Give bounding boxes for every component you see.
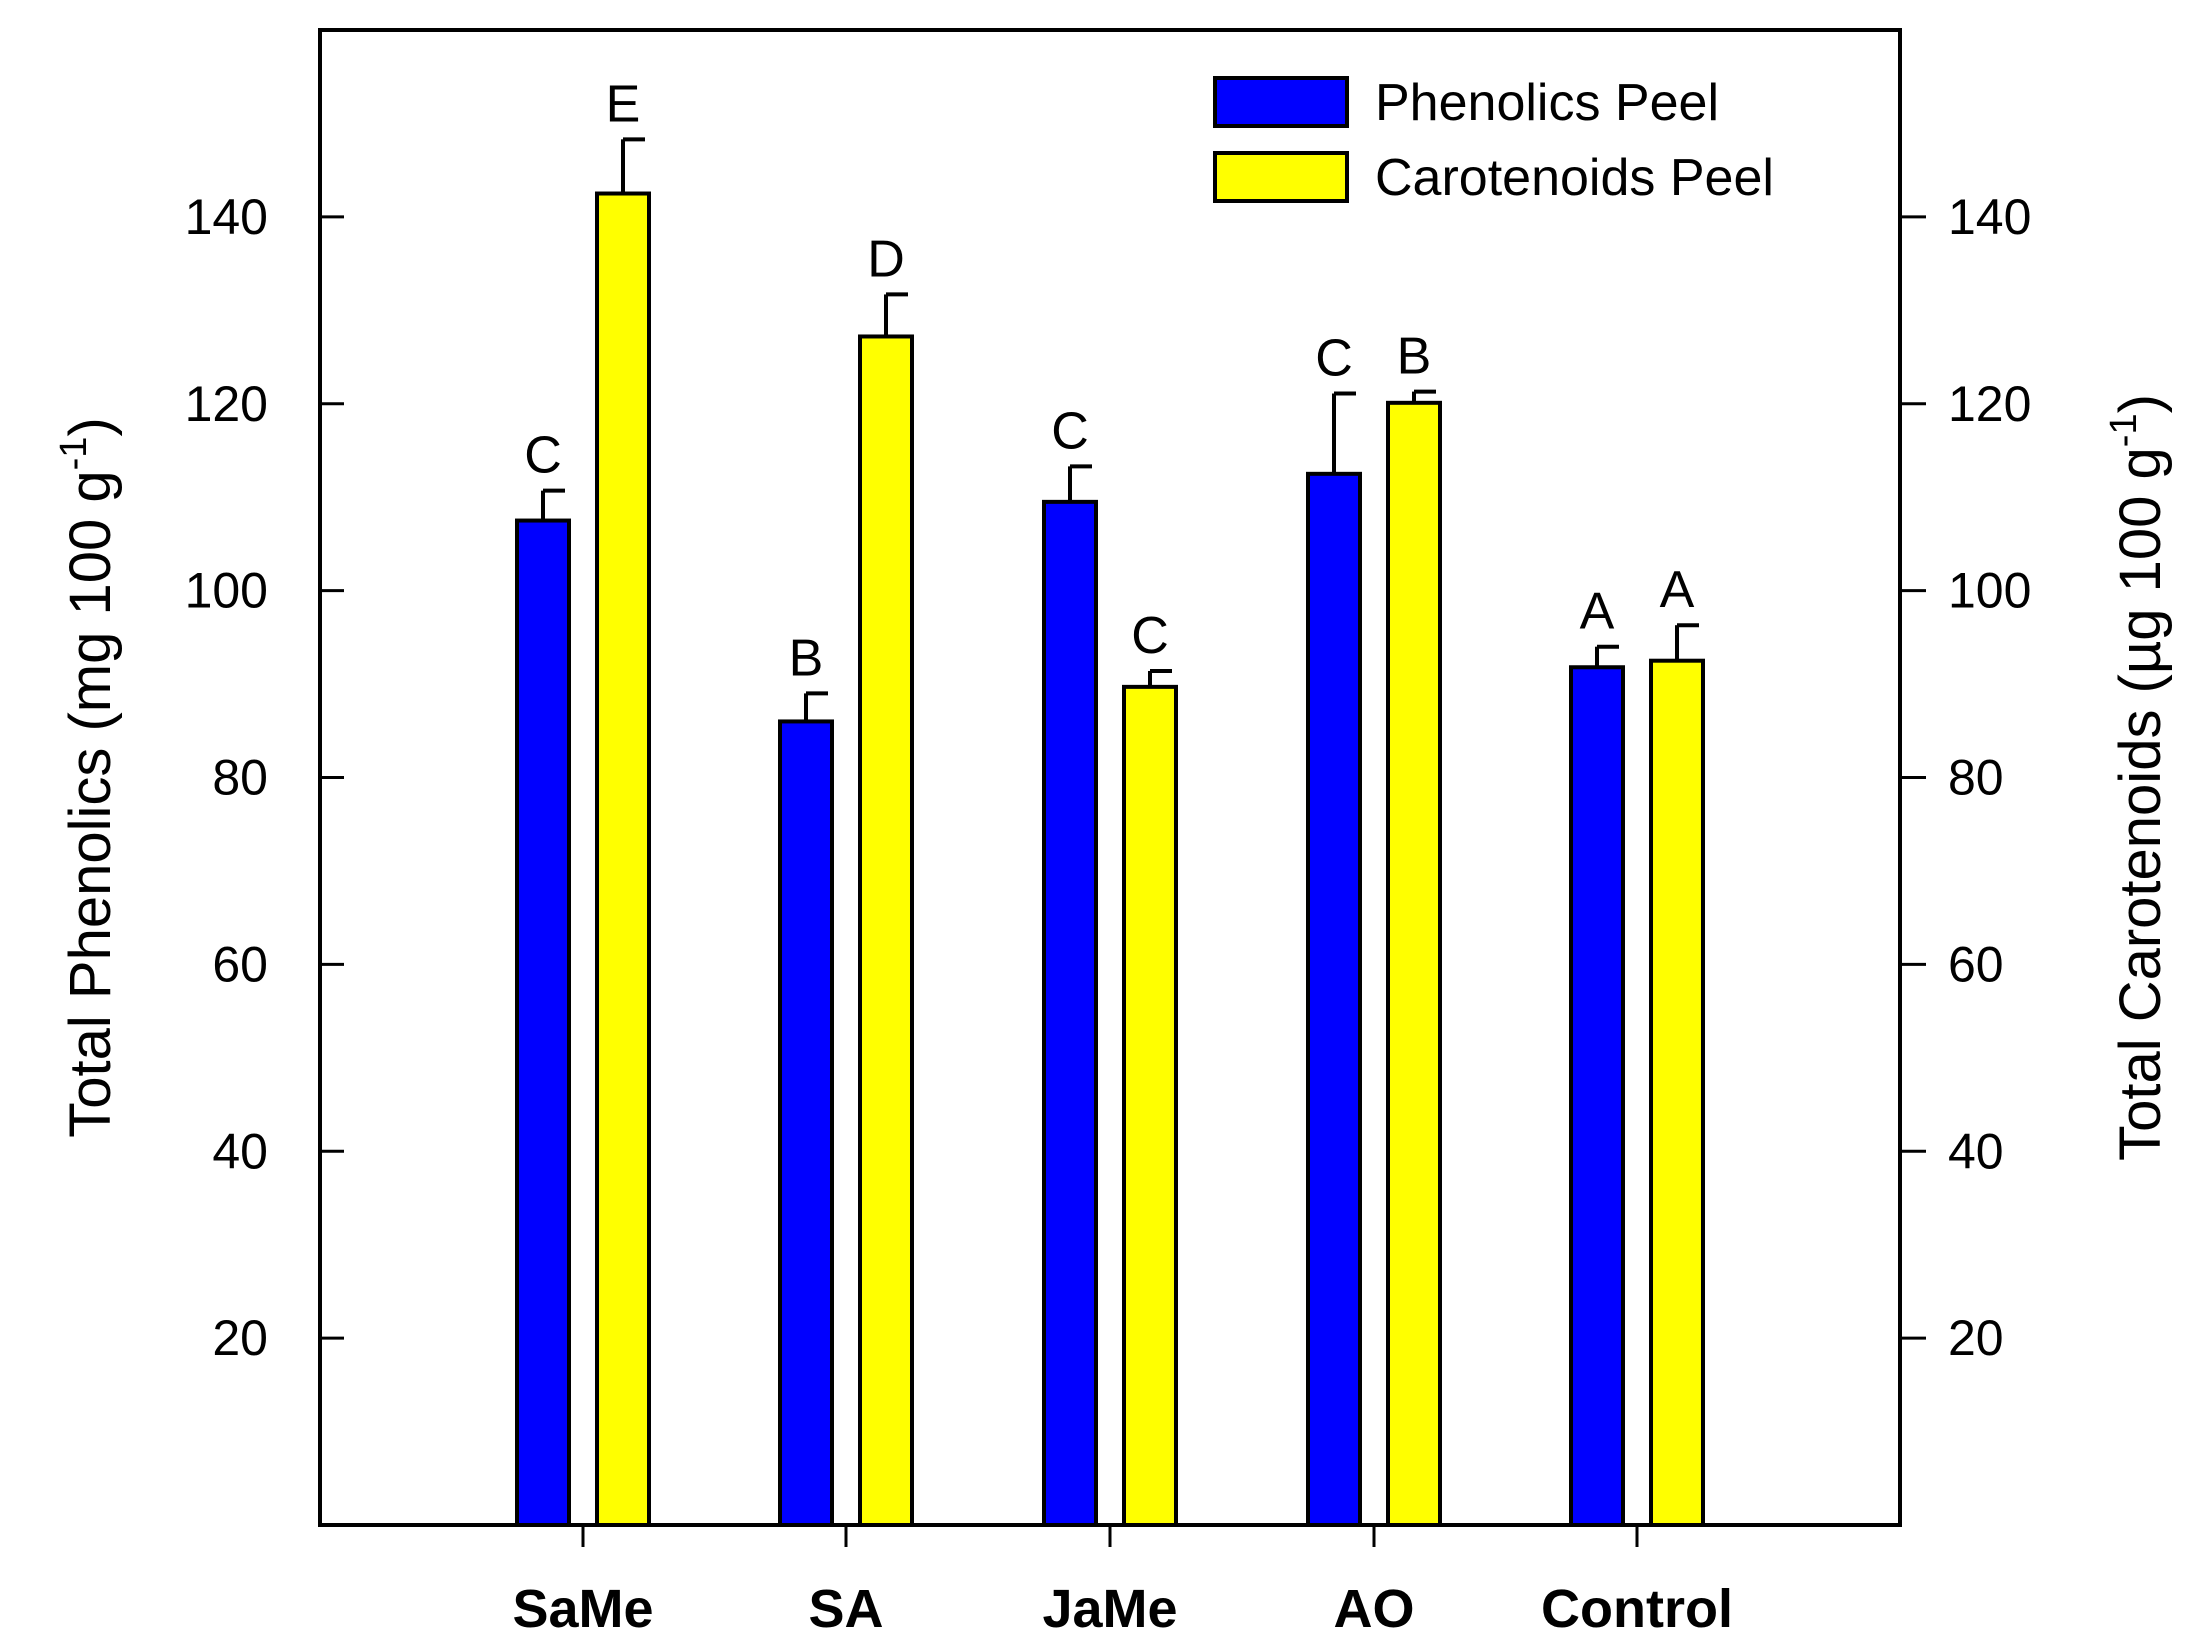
bar-phenolics xyxy=(1042,499,1098,1527)
right-y-tick-label: 80 xyxy=(1948,750,2004,806)
category-label: SA xyxy=(808,1579,883,1639)
legend: Phenolics Peel Carotenoids Peel xyxy=(1213,74,1774,207)
right-y-tick-label: 120 xyxy=(1948,376,2031,432)
axes: 20 20 40 40 60 60 80 80 100 100 120 120 140 140 xyxy=(185,28,2031,1547)
bar-carotenoids xyxy=(595,191,651,1527)
bar-phenolics xyxy=(1569,665,1625,1527)
significance-label: B xyxy=(789,629,824,687)
category-label: SaMe xyxy=(512,1579,653,1639)
left-y-tick-label: 80 xyxy=(212,750,268,806)
significance-label: C xyxy=(1051,402,1089,460)
significance-label: E xyxy=(606,75,641,133)
category-label: Control xyxy=(1541,1579,1733,1639)
category-label: JaMe xyxy=(1042,1579,1177,1639)
bar-carotenoids xyxy=(1649,658,1705,1527)
bar-carotenoids xyxy=(858,334,914,1528)
legend-label: Phenolics Peel xyxy=(1375,74,1719,132)
left-y-tick-label: 140 xyxy=(185,189,268,245)
bar-carotenoids xyxy=(1386,400,1442,1527)
significance-label: D xyxy=(867,230,905,288)
significance-label: C xyxy=(1131,607,1169,665)
left-y-tick-label: 100 xyxy=(185,563,268,619)
bar-phenolics xyxy=(515,518,571,1527)
right-y-tick-label: 140 xyxy=(1948,189,2031,245)
significance-label: B xyxy=(1397,328,1432,386)
left-y-tick-label: 120 xyxy=(185,376,268,432)
left-y-tick-label: 40 xyxy=(212,1123,268,1179)
bar-phenolics xyxy=(778,719,834,1527)
left-axis-title: Total Phenolics (mg 100 g-1) xyxy=(53,417,123,1138)
right-y-tick-label: 40 xyxy=(1948,1123,2004,1179)
right-y-tick-label: 60 xyxy=(1948,936,2004,992)
bar-carotenoids xyxy=(1122,684,1178,1527)
legend-swatch xyxy=(1213,76,1349,128)
right-y-tick-label: 20 xyxy=(1948,1310,2004,1366)
bars xyxy=(515,137,1705,1528)
right-y-tick-label: 100 xyxy=(1948,563,2031,619)
legend-label: Carotenoids Peel xyxy=(1375,149,1774,207)
left-y-tick-label: 60 xyxy=(212,936,268,992)
left-y-tick-label: 20 xyxy=(212,1310,268,1366)
significance-label: A xyxy=(1580,583,1615,641)
significance-label: C xyxy=(524,427,562,485)
category-label: AO xyxy=(1334,1579,1415,1639)
bar-phenolics xyxy=(1306,471,1362,1527)
legend-swatch xyxy=(1213,151,1349,203)
significance-label: C xyxy=(1315,329,1353,387)
right-axis-title: Total Carotenoids (µg 100 g-1) xyxy=(2103,394,2173,1161)
significance-label: A xyxy=(1660,561,1695,619)
